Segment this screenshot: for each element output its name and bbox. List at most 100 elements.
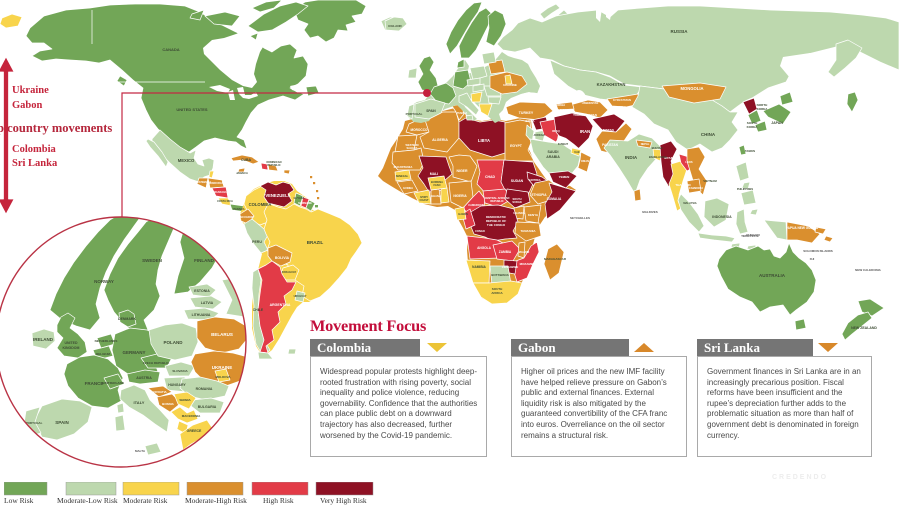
svg-text:MONGOLIA: MONGOLIA (680, 86, 703, 91)
svg-text:VENEZUELA: VENEZUELA (265, 193, 290, 198)
svg-text:ALGERIA: ALGERIA (432, 138, 448, 142)
svg-text:MADAGASCAR: MADAGASCAR (544, 257, 567, 261)
svg-text:MALAYSIA: MALAYSIA (683, 201, 696, 205)
svg-text:FIJI: FIJI (810, 257, 815, 261)
svg-text:KOREA: KOREA (747, 125, 759, 129)
svg-text:CZECH REPUBLIC: CZECH REPUBLIC (143, 361, 170, 365)
svg-text:IRAN: IRAN (580, 129, 590, 134)
svg-text:ARGENTINA: ARGENTINA (270, 303, 291, 307)
svg-text:BOSNIA: BOSNIA (162, 402, 175, 406)
svg-text:CAMEROON: CAMEROON (468, 203, 484, 207)
svg-text:SYRIA: SYRIA (525, 119, 535, 123)
svg-text:CROATIA: CROATIA (153, 390, 167, 394)
svg-text:SOLOMON ISLANDS: SOLOMON ISLANDS (803, 249, 833, 253)
svg-text:TIMOR-LESTE: TIMOR-LESTE (741, 234, 759, 238)
svg-text:MALDIVES: MALDIVES (642, 210, 658, 214)
svg-text:SOUTH: SOUTH (492, 287, 503, 291)
svg-text:SPAIN: SPAIN (426, 109, 436, 113)
svg-text:SAUDI: SAUDI (548, 150, 559, 154)
svg-text:GUATEMALA: GUATEMALA (195, 180, 212, 184)
svg-text:AFRICA: AFRICA (491, 291, 503, 295)
svg-text:MOZAMBIQUE: MOZAMBIQUE (520, 262, 541, 266)
svg-text:ITALY: ITALY (134, 400, 145, 405)
svg-text:TURKEY: TURKEY (519, 111, 534, 115)
svg-text:GHANA: GHANA (431, 194, 441, 198)
svg-text:KYRGYZSTAN: KYRGYZSTAN (613, 98, 631, 102)
svg-text:GEORGIA: GEORGIA (553, 103, 565, 107)
svg-text:BHUTAN: BHUTAN (652, 146, 663, 150)
svg-text:PANAMA: PANAMA (233, 207, 244, 211)
svg-text:LATVIA: LATVIA (201, 301, 214, 305)
svg-text:SEYCHELLES: SEYCHELLES (570, 216, 590, 220)
svg-text:MEXICO: MEXICO (178, 158, 195, 163)
svg-text:TURKMENISTAN: TURKMENISTAN (573, 113, 597, 117)
svg-text:SPAIN: SPAIN (55, 420, 68, 425)
svg-text:PARAGUAY: PARAGUAY (282, 270, 297, 274)
svg-text:CREDENDO: CREDENDO (772, 474, 828, 481)
svg-text:UNITED STATES: UNITED STATES (176, 107, 208, 112)
svg-text:REPUBLIC OF: REPUBLIC OF (486, 219, 507, 223)
svg-text:COLOMBIA: COLOMBIA (249, 202, 272, 207)
svg-text:MALTA: MALTA (135, 449, 146, 453)
svg-text:ETHIOPIA: ETHIOPIA (531, 193, 547, 197)
svg-text:AUSTRALIA: AUSTRALIA (759, 273, 786, 278)
svg-text:UAE: UAE (574, 150, 580, 154)
svg-text:ZAMBIA: ZAMBIA (499, 250, 512, 254)
svg-text:JORDAN: JORDAN (534, 133, 545, 137)
svg-text:UGANDA: UGANDA (513, 211, 525, 215)
svg-text:TUNISIA: TUNISIA (457, 111, 468, 115)
svg-text:MOROCCO: MOROCCO (411, 128, 429, 132)
svg-text:CONGO: CONGO (475, 229, 485, 233)
svg-text:SOUTH: SOUTH (747, 121, 758, 125)
svg-text:NICARAGUA: NICARAGUA (213, 190, 229, 194)
svg-text:NIGER: NIGER (456, 169, 468, 173)
svg-text:CHAD: CHAD (485, 175, 496, 179)
svg-text:CUBA: CUBA (241, 158, 252, 162)
svg-text:KOREA: KOREA (757, 107, 769, 111)
svg-text:AUSTRIA: AUSTRIA (136, 376, 152, 380)
svg-text:DENMARK: DENMARK (118, 317, 136, 321)
svg-text:BOLIVIA: BOLIVIA (275, 256, 290, 260)
svg-text:AZERBAIJAN: AZERBAIJAN (558, 108, 575, 112)
svg-text:VANUATU: VANUATU (746, 233, 760, 237)
svg-text:ARABIA: ARABIA (546, 155, 560, 159)
svg-text:ICELAND: ICELAND (388, 24, 402, 28)
svg-text:BELARUS: BELARUS (211, 332, 233, 337)
svg-text:SURINAME: SURINAME (298, 201, 312, 205)
svg-text:SOMALIA: SOMALIA (547, 197, 562, 201)
svg-text:CAMBODIA: CAMBODIA (689, 186, 703, 190)
svg-text:DEMOCRATIC: DEMOCRATIC (486, 215, 507, 219)
svg-text:MOLDOVA: MOLDOVA (215, 375, 231, 379)
svg-text:BRAZIL: BRAZIL (307, 240, 324, 245)
svg-text:ECUADOR: ECUADOR (240, 215, 253, 219)
svg-text:SWEDEN: SWEDEN (142, 258, 162, 263)
svg-text:NAMIBIA: NAMIBIA (472, 265, 486, 269)
svg-text:BELGIUM: BELGIUM (96, 352, 110, 356)
svg-text:FINLAND: FINLAND (194, 258, 214, 263)
svg-text:UNITED: UNITED (64, 341, 78, 345)
svg-text:MALI: MALI (430, 172, 439, 176)
svg-text:MACEDONIA: MACEDONIA (182, 414, 201, 418)
svg-text:LIBYA: LIBYA (478, 138, 490, 143)
svg-text:PERU: PERU (252, 240, 262, 244)
svg-text:HAITI: HAITI (261, 159, 268, 163)
svg-text:PORTUGAL: PORTUGAL (26, 421, 43, 425)
svg-text:NETHERLANDS: NETHERLANDS (95, 339, 118, 343)
svg-text:TAJIKISTAN: TAJIKISTAN (611, 105, 626, 109)
svg-text:UZBEKISTAN: UZBEKISTAN (582, 101, 599, 105)
svg-text:PORTUGAL: PORTUGAL (406, 112, 423, 116)
svg-text:ANGOLA: ANGOLA (477, 246, 492, 250)
svg-text:EGYPT: EGYPT (510, 144, 523, 148)
svg-text:THE CONGO: THE CONGO (487, 223, 506, 227)
svg-text:COSTA RICA: COSTA RICA (217, 199, 233, 203)
svg-text:TAIWAN: TAIWAN (745, 149, 755, 153)
svg-text:LAOS: LAOS (685, 160, 692, 164)
svg-text:PAPUA NEW GUINEA: PAPUA NEW GUINEA (786, 226, 819, 230)
svg-text:NIGERIA: NIGERIA (453, 194, 467, 198)
svg-text:UKRAINE: UKRAINE (503, 83, 517, 87)
svg-text:LITHUANIA: LITHUANIA (192, 313, 211, 317)
svg-text:VIETNAM: VIETNAM (703, 179, 717, 183)
